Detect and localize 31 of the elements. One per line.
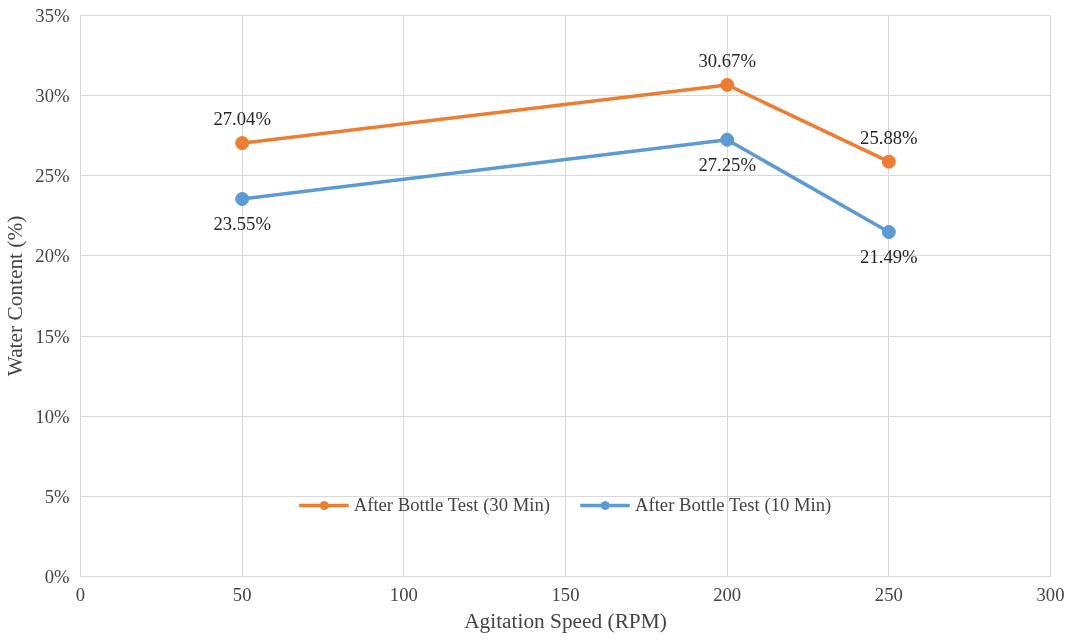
x-tick-label: 0 — [75, 583, 86, 605]
x-tick-label: 150 — [551, 583, 580, 605]
point — [720, 77, 735, 92]
point — [881, 225, 896, 240]
y-tick-label: 20% — [35, 245, 70, 267]
legend-label: After Bottle Test (30 Min) — [353, 494, 550, 516]
data-label: 21.49% — [860, 246, 918, 268]
y-tick-label: 30% — [35, 85, 70, 107]
y-tick-label: 15% — [35, 325, 70, 347]
point — [235, 136, 250, 151]
point — [720, 132, 735, 147]
point — [235, 192, 250, 207]
data-label: 23.55% — [213, 213, 271, 235]
y-tick-label: 10% — [35, 405, 70, 427]
data-label: 27.25% — [698, 153, 756, 175]
y-tick-label: 35% — [35, 5, 70, 26]
x-tick-label: 100 — [389, 583, 418, 605]
x-tick-label: 300 — [1036, 583, 1065, 605]
x-axis-title: Agitation Speed (RPM) — [464, 608, 667, 633]
point — [881, 154, 896, 169]
y-axis-title: Water Content (%) — [3, 215, 28, 377]
x-tick-label: 50 — [232, 583, 252, 605]
y-tick-label: 5% — [44, 485, 70, 507]
data-label: 30.67% — [698, 49, 756, 71]
x-tick-label: 200 — [713, 583, 742, 605]
y-tick-label: 25% — [35, 165, 70, 187]
data-label: 27.04% — [213, 108, 271, 130]
y-tick-label: 0% — [44, 566, 70, 587]
legend-label: After Bottle Test (10 Min) — [635, 494, 832, 516]
data-label: 25.88% — [860, 126, 918, 148]
x-tick-label: 250 — [874, 583, 903, 605]
